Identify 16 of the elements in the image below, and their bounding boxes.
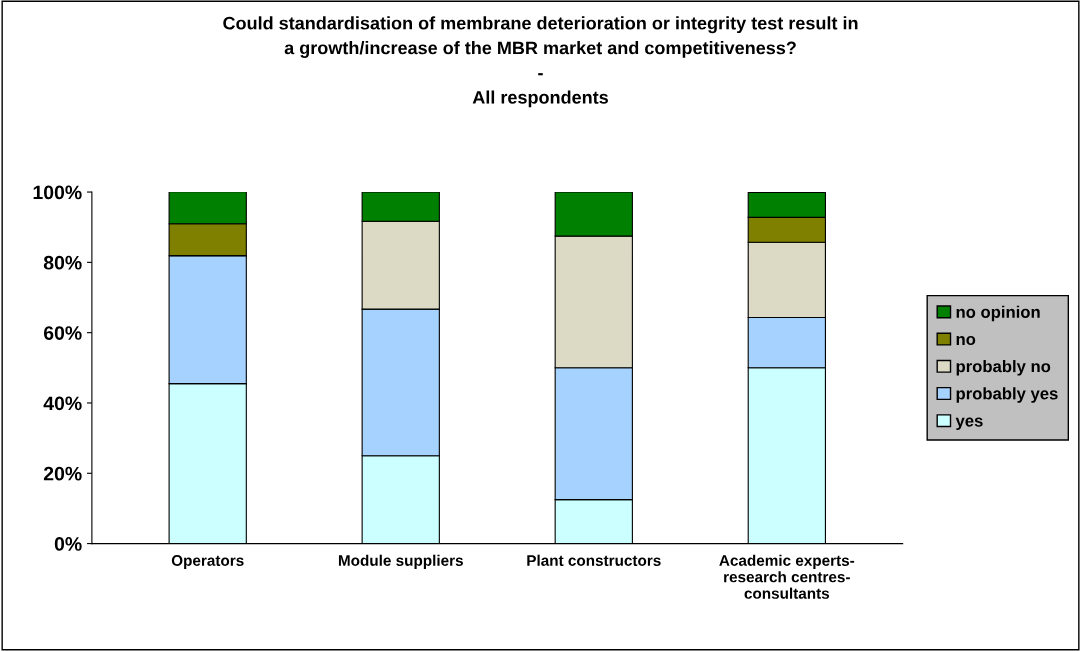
chart-title: Could standardisation of membrane deterioration or integrity test result in a growth/increase of the MBR market and competitiveness? - All respondents	[223, 16, 858, 108]
x-tick-label: Operators	[171, 555, 244, 569]
x-tick-label: Module suppliers	[338, 554, 463, 569]
y-tick-label: 60%	[43, 326, 82, 340]
legend-label: no	[956, 335, 976, 346]
y-tick-label: 100%	[33, 185, 82, 200]
y-tick-label: 0%	[54, 537, 82, 551]
legend-label: yes	[955, 417, 983, 430]
legend-label: no opinion	[956, 305, 1040, 322]
x-tick-label: Academic experts- research centres- consultants	[719, 554, 855, 599]
x-tick-label: Plant constructors	[527, 554, 661, 566]
legend-label: probably yes	[956, 387, 1058, 403]
y-tick-label: 20%	[43, 466, 82, 481]
y-tick-label: 80%	[43, 255, 82, 270]
legend-label: probably no	[956, 360, 1051, 376]
y-tick-label: 40%	[43, 396, 82, 411]
